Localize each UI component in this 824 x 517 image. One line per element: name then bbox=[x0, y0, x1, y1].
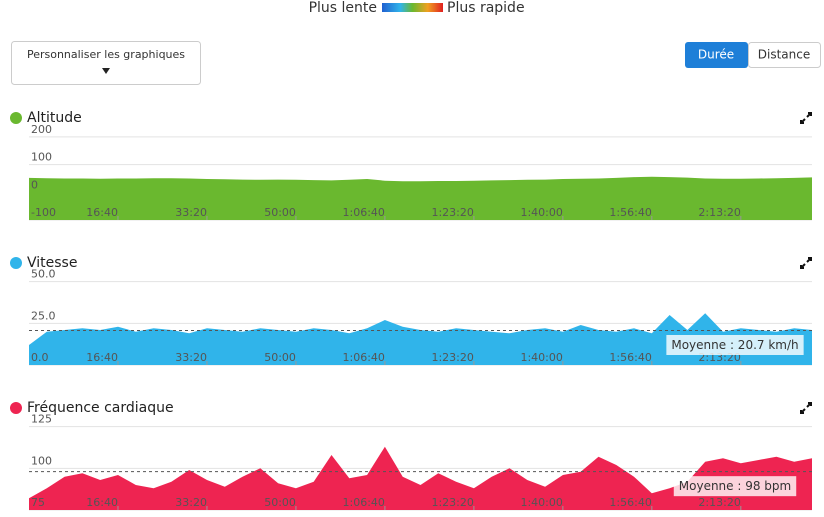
area bbox=[29, 446, 812, 510]
x-tick-label: 33:20 bbox=[175, 496, 207, 509]
customize-button[interactable] bbox=[11, 41, 201, 85]
expand-icon[interactable] bbox=[800, 402, 812, 414]
y-tick-label: 0 bbox=[31, 178, 38, 191]
series-dot bbox=[10, 402, 22, 414]
dropdown-caret bbox=[102, 68, 110, 74]
x-tick-label: 50:00 bbox=[264, 351, 296, 364]
y-tick-label: 0.0 bbox=[31, 351, 49, 364]
tab-distance[interactable] bbox=[748, 42, 821, 68]
area bbox=[29, 176, 812, 220]
y-tick-label: 75 bbox=[31, 496, 45, 509]
customize-label: Personnaliser les graphiques bbox=[27, 48, 185, 61]
x-tick-label: 1:40:00 bbox=[520, 496, 562, 509]
x-tick-label: 1:23:20 bbox=[431, 206, 473, 219]
chart-title: Vitesse bbox=[27, 255, 77, 271]
chart-title: Altitude bbox=[27, 110, 82, 126]
x-tick-label: 2:13:20 bbox=[698, 496, 740, 509]
x-tick-label: 16:40 bbox=[86, 351, 118, 364]
legend-slow: Plus lente bbox=[309, 0, 377, 16]
mean-label-bg bbox=[673, 476, 797, 497]
x-tick-label: 33:20 bbox=[175, 206, 207, 219]
x-tick-label: 33:20 bbox=[175, 351, 207, 364]
y-tick-label: 50.0 bbox=[31, 268, 56, 281]
expand-icon[interactable] bbox=[800, 257, 812, 269]
tab-duration-label: Durée bbox=[698, 48, 734, 62]
legend-fast: Plus rapide bbox=[447, 0, 525, 16]
x-tick-label: 1:56:40 bbox=[609, 351, 651, 364]
x-tick-label: 16:40 bbox=[86, 206, 118, 219]
mean-label: Moyenne : 98 bpm bbox=[679, 479, 791, 493]
chart-title: Fréquence cardiaque bbox=[27, 400, 174, 416]
y-tick-label: 200 bbox=[31, 123, 52, 136]
x-tick-label: 1:06:40 bbox=[343, 206, 385, 219]
y-tick-label: -100 bbox=[31, 206, 56, 219]
tab-duration[interactable] bbox=[685, 42, 748, 68]
speed-gradient bbox=[382, 3, 443, 12]
expand-arrows bbox=[800, 257, 812, 269]
mean-label-bg bbox=[666, 335, 804, 355]
x-tick-label: 1:06:40 bbox=[343, 351, 385, 364]
x-tick-label: 50:00 bbox=[264, 496, 296, 509]
x-tick-label: 1:23:20 bbox=[431, 351, 473, 364]
x-tick-label: 1:40:00 bbox=[520, 206, 562, 219]
y-tick-label: 100 bbox=[31, 454, 52, 467]
x-tick-label: 1:06:40 bbox=[343, 496, 385, 509]
x-tick-label: 16:40 bbox=[86, 496, 118, 509]
area bbox=[29, 313, 812, 365]
series-dot bbox=[10, 112, 22, 124]
y-tick-label: 100 bbox=[31, 151, 52, 164]
y-tick-label: 125 bbox=[31, 413, 52, 426]
x-tick-label: 1:56:40 bbox=[609, 496, 651, 509]
series-dot bbox=[10, 257, 22, 269]
x-tick-label: 2:13:20 bbox=[698, 206, 740, 219]
x-tick-label: 1:56:40 bbox=[609, 206, 651, 219]
mean-label: Moyenne : 20.7 km/h bbox=[671, 338, 798, 352]
tab-distance-label: Distance bbox=[758, 48, 810, 62]
x-tick-label: 50:00 bbox=[264, 206, 296, 219]
x-tick-label: 1:23:20 bbox=[431, 496, 473, 509]
x-tick-label: 1:40:00 bbox=[520, 351, 562, 364]
expand-arrows bbox=[800, 112, 812, 124]
y-tick-label: 25.0 bbox=[31, 309, 56, 322]
expand-icon[interactable] bbox=[800, 112, 812, 124]
expand-arrows bbox=[800, 402, 812, 414]
